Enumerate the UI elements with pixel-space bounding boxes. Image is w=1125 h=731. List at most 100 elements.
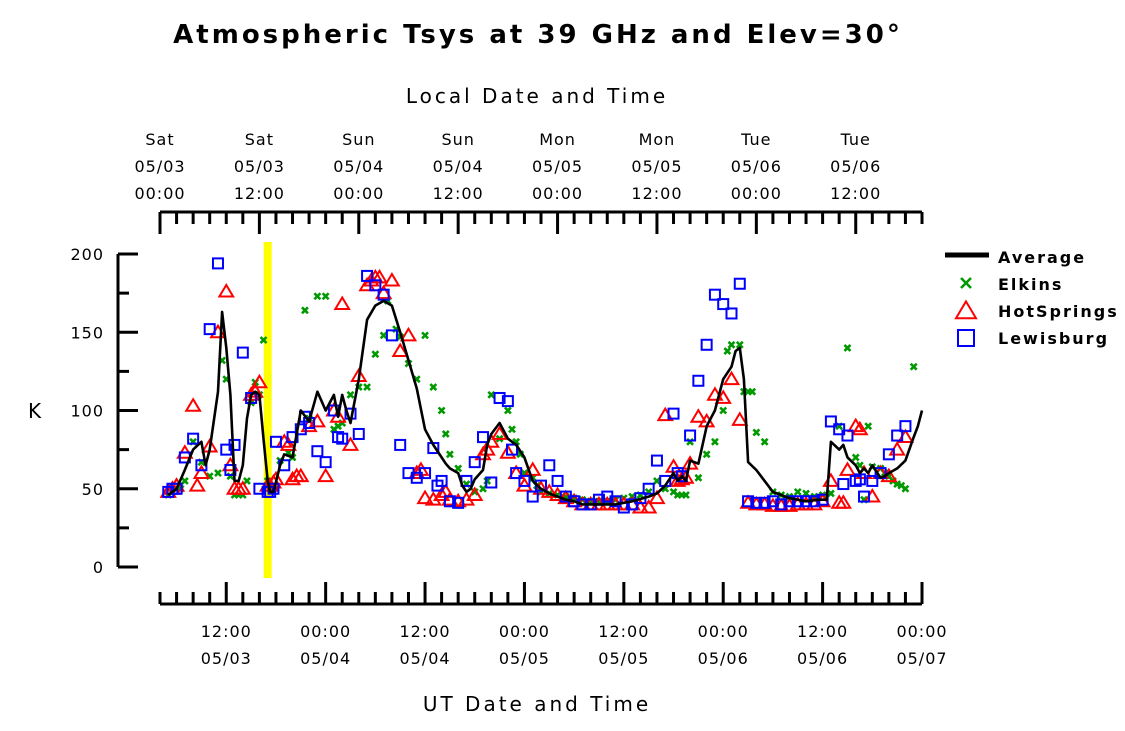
bottom-tick-date: 05/03 bbox=[201, 649, 252, 668]
top-tick-day: Tue bbox=[840, 130, 871, 149]
legend-item-hotsprings: HotSprings bbox=[954, 299, 1117, 321]
data-point-elkins bbox=[682, 491, 690, 499]
bottom-tick-date: 05/06 bbox=[797, 649, 848, 668]
data-point-hotsprings bbox=[424, 491, 442, 506]
data-point-lewisburg bbox=[369, 279, 382, 292]
bottom-tick-time: 00:00 bbox=[896, 622, 947, 641]
chart-title: Atmospheric Tsys at 39 GHz and Elev=30° bbox=[173, 20, 903, 50]
data-point-hotsprings bbox=[250, 373, 269, 389]
data-point-hotsprings bbox=[722, 370, 741, 386]
data-point-hotsprings bbox=[478, 441, 496, 456]
data-point-hotsprings bbox=[416, 489, 434, 505]
data-point-hotsprings bbox=[217, 283, 235, 298]
top-tick-time: 00:00 bbox=[333, 184, 384, 203]
data-point-lewisburg bbox=[452, 496, 465, 509]
data-point-lewisburg bbox=[245, 391, 258, 404]
legend: Average Elkins HotSprings Lewisburg bbox=[945, 248, 1117, 348]
data-point-hotsprings bbox=[188, 477, 206, 492]
top-tick-date: 05/06 bbox=[731, 157, 782, 176]
data-point-elkins bbox=[909, 362, 918, 371]
series-hotsprings bbox=[159, 268, 915, 514]
data-point-elkins bbox=[379, 331, 388, 340]
data-point-lewisburg bbox=[501, 395, 514, 408]
data-point-lewisburg bbox=[518, 474, 531, 487]
data-point-hotsprings bbox=[292, 467, 310, 483]
data-point-elkins bbox=[793, 487, 802, 496]
data-point-elkins bbox=[723, 347, 732, 355]
data-point-lewisburg bbox=[833, 423, 846, 436]
data-point-hotsprings bbox=[466, 486, 484, 501]
data-point-elkins bbox=[901, 484, 910, 493]
data-point-elkins bbox=[214, 469, 222, 478]
data-point-elkins bbox=[653, 477, 661, 485]
bottom-tick-time: 00:00 bbox=[300, 622, 351, 641]
legend-swatch-elkins bbox=[960, 277, 972, 289]
y-tick-label: 0 bbox=[93, 558, 104, 577]
highlight-band bbox=[263, 242, 272, 578]
data-point-hotsprings bbox=[374, 284, 393, 300]
bottom-axis: 12:00 05/03 00:00 05/04 12:00 05/04 00:00 05/05… bbox=[158, 582, 947, 668]
data-point-lewisburg bbox=[609, 495, 622, 508]
data-point-elkins bbox=[711, 437, 719, 446]
legend-item-lewisburg: Lewisburg bbox=[957, 329, 1109, 348]
data-point-elkins bbox=[748, 387, 757, 396]
data-point-elkins bbox=[437, 406, 446, 415]
top-tick-date: 05/05 bbox=[532, 157, 583, 176]
top-tick-date: 05/03 bbox=[134, 157, 185, 176]
data-point-hotsprings bbox=[333, 295, 351, 311]
data-point-elkins bbox=[454, 464, 463, 473]
bottom-tick-time: 12:00 bbox=[797, 622, 848, 641]
top-tick-time: 12:00 bbox=[631, 184, 682, 203]
data-point-elkins bbox=[441, 430, 450, 438]
legend-item-elkins: Elkins bbox=[960, 275, 1061, 294]
bottom-tick-time: 00:00 bbox=[499, 622, 550, 641]
bottom-tick-date: 05/07 bbox=[896, 649, 947, 668]
top-tick-time: 00:00 bbox=[731, 184, 782, 203]
data-point-lewisburg bbox=[775, 498, 788, 511]
data-point-lewisburg bbox=[626, 498, 639, 511]
data-point-elkins bbox=[843, 343, 852, 352]
data-point-hotsprings bbox=[234, 480, 252, 495]
legend-swatch-hotsprings bbox=[954, 299, 978, 320]
data-point-lewisburg bbox=[642, 482, 655, 495]
data-point-hotsprings bbox=[279, 436, 298, 451]
data-point-lewisburg bbox=[837, 478, 850, 491]
data-point-lewisburg bbox=[700, 338, 713, 351]
data-point-hotsprings bbox=[640, 498, 658, 514]
data-point-hotsprings bbox=[648, 489, 666, 505]
data-point-hotsprings bbox=[391, 342, 409, 357]
data-point-hotsprings bbox=[399, 326, 418, 342]
data-point-lewisburg bbox=[361, 269, 374, 282]
data-point-elkins bbox=[301, 306, 309, 315]
bottom-tick-time: 12:00 bbox=[399, 622, 450, 641]
data-point-elkins bbox=[508, 425, 516, 434]
data-point-lewisburg bbox=[311, 445, 324, 458]
data-point-lewisburg bbox=[170, 482, 183, 495]
data-point-lewisburg bbox=[742, 495, 755, 508]
top-tick-time: 12:00 bbox=[433, 184, 484, 203]
data-point-hotsprings bbox=[383, 272, 401, 287]
x-axis-title: UT Date and Time bbox=[423, 692, 651, 716]
bottom-tick-time: 00:00 bbox=[698, 622, 749, 641]
data-point-elkins bbox=[479, 484, 487, 493]
y-axis: 0 50 100 150 200 bbox=[70, 245, 138, 577]
top-tick-day: Sat bbox=[145, 130, 174, 149]
data-point-lewisburg bbox=[551, 474, 564, 487]
legend-label-lewisburg: Lewisburg bbox=[998, 329, 1109, 348]
data-point-elkins bbox=[321, 292, 330, 301]
top-tick-date: 05/04 bbox=[333, 157, 384, 176]
data-point-lewisburg bbox=[269, 435, 282, 448]
plot-series bbox=[159, 257, 924, 514]
data-point-elkins bbox=[371, 350, 380, 359]
data-point-elkins bbox=[180, 477, 189, 485]
data-point-lewisburg bbox=[526, 490, 539, 503]
bottom-tick-time: 12:00 bbox=[201, 622, 252, 641]
data-point-hotsprings bbox=[838, 461, 857, 476]
data-point-elkins bbox=[243, 477, 251, 485]
top-tick-date: 05/06 bbox=[830, 157, 881, 176]
data-point-lewisburg bbox=[211, 257, 224, 270]
data-point-lewisburg bbox=[236, 346, 249, 359]
data-point-lewisburg bbox=[841, 429, 854, 442]
data-point-elkins bbox=[760, 437, 769, 446]
y-tick-label: 50 bbox=[82, 480, 104, 499]
